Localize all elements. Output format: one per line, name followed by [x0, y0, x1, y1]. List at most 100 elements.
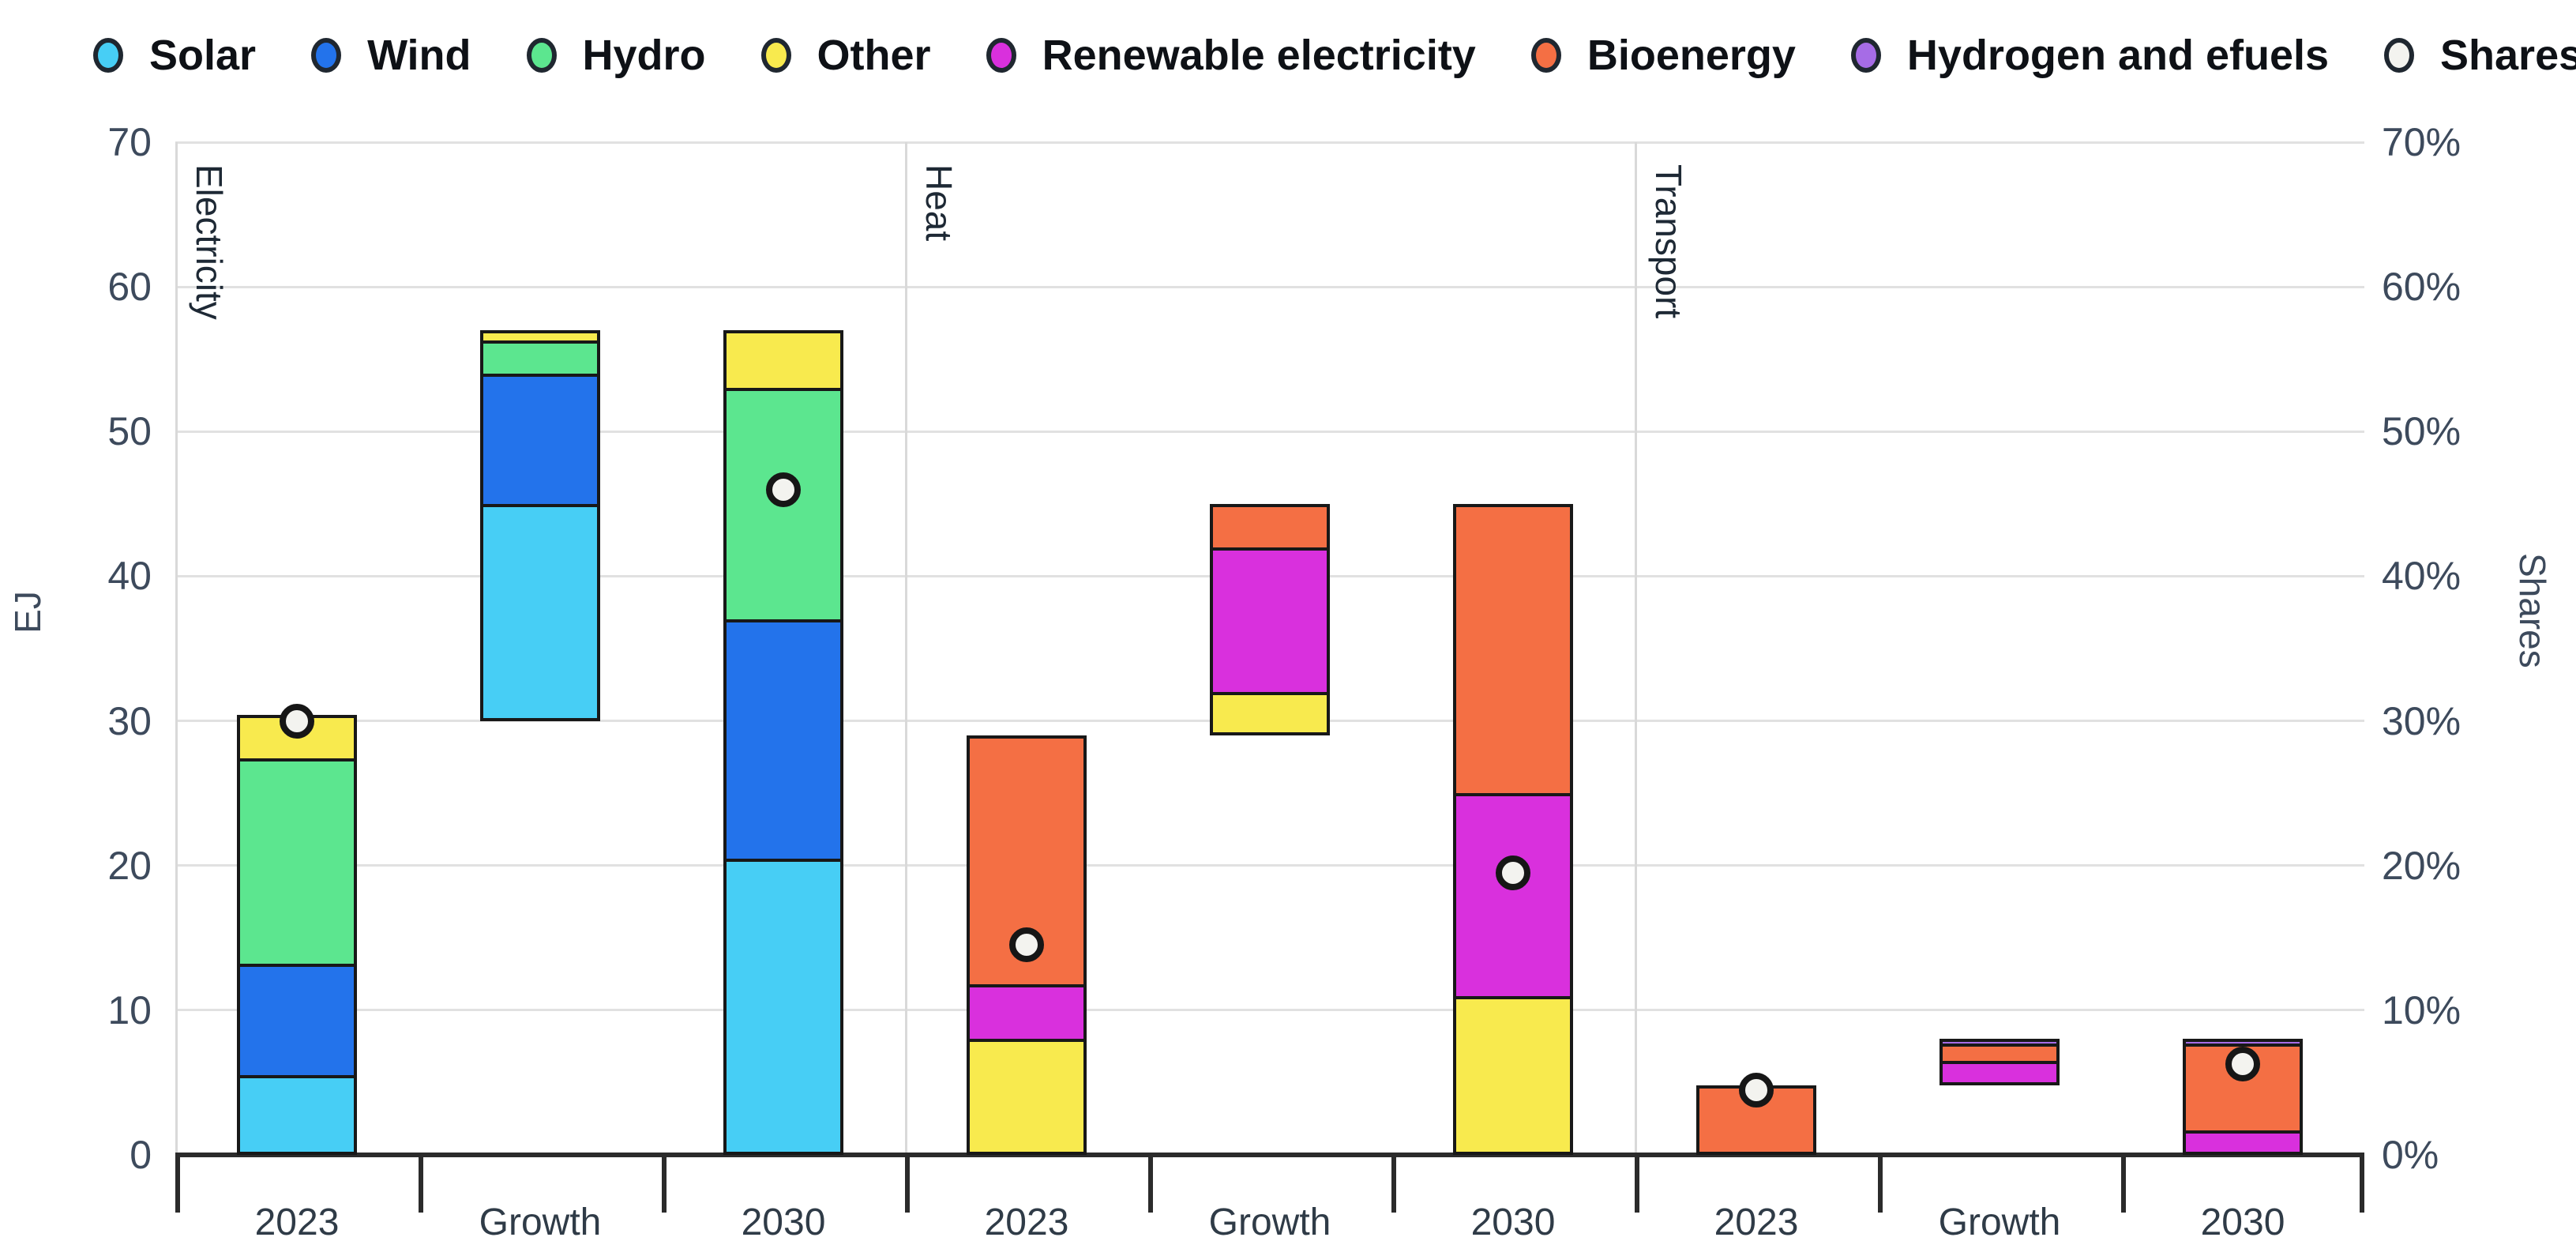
y-tick-label-left: 30 [107, 698, 152, 743]
legend-marker-icon [526, 38, 557, 73]
bar-segment-solar [480, 503, 600, 721]
x-axis-tick [905, 1153, 910, 1213]
bar-segment-wind [237, 964, 357, 1079]
y-tick-label-right: 10% [2382, 987, 2461, 1032]
gridline [175, 864, 2364, 867]
legend-item-solar[interactable]: Solar [93, 31, 256, 80]
x-category-label: 2023 [984, 1201, 1069, 1243]
legend-marker-icon [311, 38, 342, 73]
bar-segment-hydrogen-and-efuels [1940, 1039, 2060, 1047]
y-tick-label-left: 0 [130, 1133, 152, 1177]
legend-marker-icon [93, 38, 123, 73]
y-tick-label-left: 10 [107, 987, 152, 1032]
legend-label: Other [817, 32, 931, 79]
legend-marker-icon [2384, 38, 2415, 73]
bar-segment-other [1453, 995, 1573, 1155]
shares-marker [280, 703, 314, 739]
bar-segment-wind [480, 374, 600, 507]
bar-segment-other [723, 330, 843, 392]
x-axis-tick [1878, 1153, 1883, 1213]
legend-label: Renewable electricity [1042, 32, 1476, 79]
legend-item-other[interactable]: Other [760, 31, 931, 80]
x-axis-tick [2360, 1153, 2364, 1213]
bar-segment-bioenergy [1210, 503, 1330, 551]
section-divider [1635, 142, 1637, 1155]
x-axis-tick [175, 1153, 180, 1213]
section-label: Electricity [189, 164, 230, 320]
section-label: Transport [1648, 164, 1689, 319]
x-axis-tick [1148, 1153, 1153, 1213]
bar-segment-renewable-electricity [1940, 1060, 2060, 1086]
bar-segment-renewable-electricity [967, 983, 1087, 1043]
right-axis-title: Shares [2512, 553, 2553, 668]
x-category-label: 2030 [741, 1201, 826, 1243]
x-axis-tick [1635, 1153, 1639, 1213]
gridline [175, 141, 2364, 144]
left-axis-title: EJ [6, 591, 48, 634]
bar-segment-bioenergy [1453, 503, 1573, 797]
x-axis-line [175, 1153, 2364, 1157]
gridline [175, 1009, 2364, 1012]
legend-label: Wind [367, 32, 471, 79]
y-tick-label-left: 70 [107, 120, 152, 164]
bar-segment-other [967, 1039, 1087, 1155]
legend-label: Solar [149, 32, 257, 79]
legend: Solar Wind Hydro Other Renewable electricity… [93, 24, 2576, 87]
legend-label: Hydro [582, 32, 706, 79]
x-category-label: Growth [479, 1201, 602, 1243]
y-tick-label-right: 70% [2382, 120, 2461, 164]
x-axis-tick [419, 1153, 423, 1213]
gridline [175, 285, 2364, 288]
bar-segment-renewable-electricity [2183, 1130, 2303, 1155]
legend-marker-icon [760, 38, 791, 73]
legend-item-hydro[interactable]: Hydro [526, 31, 706, 80]
section-label: Heat [918, 164, 959, 242]
legend-item-renewable-electricity[interactable]: Renewable electricity [986, 31, 1476, 80]
x-axis-tick [1391, 1153, 1396, 1213]
x-category-label: Growth [1938, 1201, 2061, 1243]
bar-segment-hydro [480, 340, 600, 377]
y-tick-label-right: 20% [2382, 843, 2461, 888]
x-category-label: 2023 [1714, 1201, 1799, 1243]
bar-segment-solar [723, 858, 843, 1155]
legend-marker-icon [1850, 38, 1881, 73]
bar-segment-renewable-electricity [1453, 793, 1573, 999]
shares-marker [1496, 855, 1530, 890]
bar-segment-other [480, 330, 600, 344]
y-tick-label-right: 50% [2382, 409, 2461, 454]
shares-marker [766, 472, 801, 507]
legend-item-bioenergy[interactable]: Bioenergy [1530, 31, 1796, 80]
x-category-label: 2030 [1470, 1201, 1556, 1243]
bar-segment-renewable-electricity [1210, 547, 1330, 695]
bar-segment-hydro [237, 758, 357, 968]
bar-segment-solar [237, 1075, 357, 1155]
legend-marker-icon [1530, 38, 1561, 73]
shares-marker [1009, 927, 1044, 963]
x-category-label: 2030 [2200, 1201, 2285, 1243]
legend-item-hydrogen-and-efuels[interactable]: Hydrogen and efuels [1850, 31, 2330, 80]
x-category-label: Growth [1208, 1201, 1331, 1243]
x-axis-tick [2121, 1153, 2126, 1213]
x-axis-tick [662, 1153, 667, 1213]
legend-item-wind[interactable]: Wind [311, 31, 471, 80]
y-tick-label-right: 60% [2382, 265, 2461, 310]
y-tick-label-left: 40 [107, 554, 152, 599]
bar-segment-other [1210, 691, 1330, 735]
shares-marker [1739, 1072, 1774, 1107]
y-tick-label-left: 50 [107, 409, 152, 454]
x-category-label: 2023 [254, 1201, 340, 1243]
shares-marker [2225, 1046, 2260, 1081]
legend-label: Bioenergy [1587, 32, 1796, 79]
legend-label: Hydrogen and efuels [1906, 32, 2330, 79]
y-tick-label-right: 0% [2382, 1133, 2439, 1177]
legend-item-shares[interactable]: Shares [2384, 31, 2576, 80]
legend-label: Shares [2440, 32, 2576, 79]
y-tick-label-left: 60 [107, 265, 152, 310]
gridline [175, 430, 2364, 433]
y-tick-label-right: 40% [2382, 554, 2461, 599]
y-tick-label-right: 30% [2382, 698, 2461, 743]
bar-segment-hydrogen-and-efuels [2183, 1039, 2303, 1047]
y-tick-label-left: 20 [107, 843, 152, 888]
